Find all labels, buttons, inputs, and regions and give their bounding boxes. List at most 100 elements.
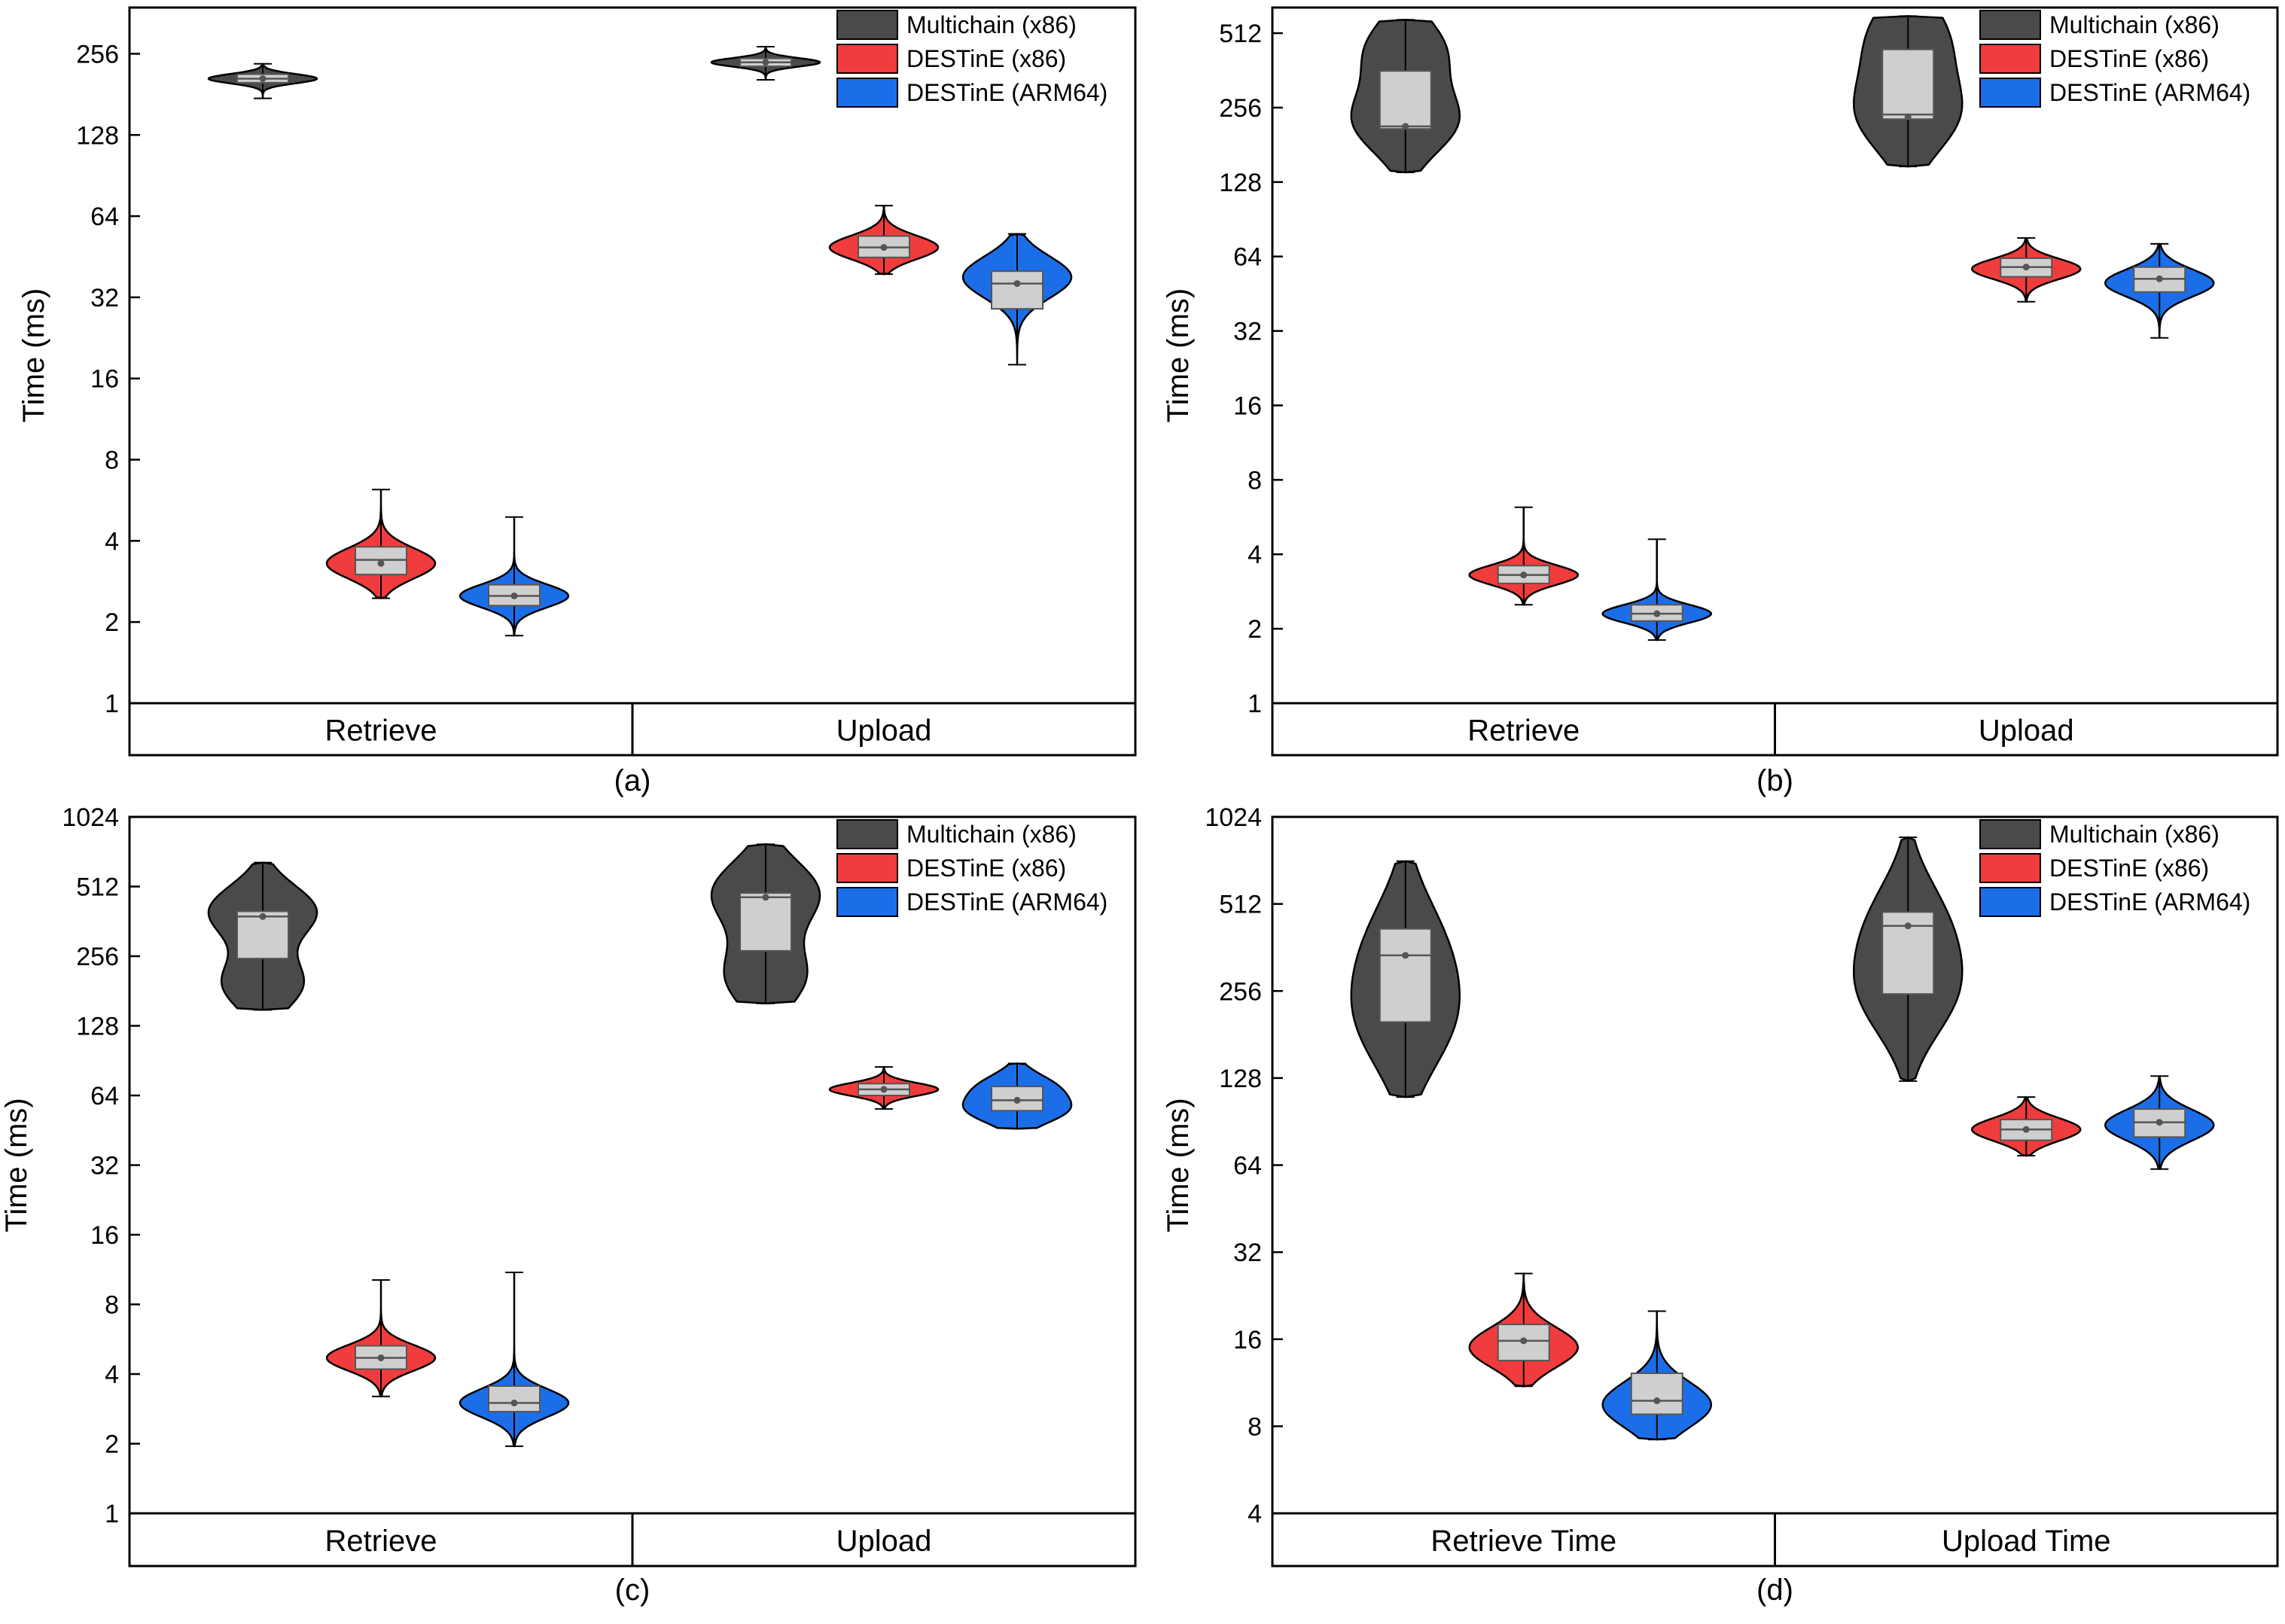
legend-swatch xyxy=(1979,44,2041,74)
y-axis-title: Time (ms) xyxy=(1162,1098,1195,1232)
y-tick-label: 2 xyxy=(105,1431,119,1459)
y-tick-label: 1 xyxy=(105,1500,119,1528)
panel-label: (b) xyxy=(1756,764,1793,797)
y-tick-label: 64 xyxy=(1233,1152,1262,1181)
mean-point xyxy=(2022,264,2030,271)
iqr-box xyxy=(488,1385,541,1413)
legend-label: Multichain (x86) xyxy=(906,821,1077,848)
mean-point xyxy=(510,592,518,599)
y-tick-label: 32 xyxy=(90,284,119,312)
legend-swatch xyxy=(836,853,898,883)
category-label: Upload Time xyxy=(1942,1525,2111,1558)
mean-point xyxy=(1904,922,1912,930)
legend-swatch xyxy=(836,44,898,74)
legend-label: DESTinE (ARM64) xyxy=(906,888,1107,916)
legend-swatch xyxy=(1979,853,2041,883)
legend: Multichain (x86) DESTinE (x86) DESTinE (AR… xyxy=(1979,819,2250,917)
plot-frame xyxy=(128,6,1137,757)
y-tick-label: 512 xyxy=(76,873,119,902)
legend-label: DESTinE (x86) xyxy=(2049,855,2209,882)
legend-label: DESTinE (ARM64) xyxy=(2049,888,2250,916)
chart-panel-1: 1 2 4 8 16 32 64 128 256 Time (ms) Retrieve Upload (… xyxy=(17,6,1137,797)
category-label: Retrieve xyxy=(325,1525,437,1558)
y-tick-label: 16 xyxy=(90,365,119,394)
mean-point xyxy=(1402,123,1409,130)
y-tick-label: 1024 xyxy=(1205,803,1262,832)
y-tick-label: 4 xyxy=(1248,1500,1262,1528)
y-tick-label: 2 xyxy=(1248,615,1262,644)
mean-point xyxy=(2022,1126,2030,1133)
y-tick-label: 4 xyxy=(105,1360,119,1389)
mean-point xyxy=(1653,1397,1661,1405)
legend-swatch xyxy=(836,10,898,40)
y-axis-title: Time (ms) xyxy=(1162,288,1195,422)
category-label: Retrieve Time xyxy=(1430,1525,1616,1558)
category-label: Upload xyxy=(1979,714,2074,748)
iqr-box xyxy=(1881,48,1935,120)
legend-swatch xyxy=(836,819,898,849)
mean-point xyxy=(762,894,769,901)
y-tick-label: 128 xyxy=(1219,1065,1262,1093)
category-label: Retrieve xyxy=(1467,714,1580,748)
y-axis-title: Time (ms) xyxy=(0,1098,33,1232)
mean-point xyxy=(2156,275,2163,282)
y-tick-label: 4 xyxy=(1248,541,1262,569)
y-tick-label: 32 xyxy=(1233,318,1262,346)
panel-label: (a) xyxy=(614,764,651,797)
chart-panel-2: 1 2 4 8 16 32 64 128 256 512 Time (ms) Retrieve Uplo… xyxy=(1162,6,2279,797)
mean-point xyxy=(1402,952,1409,959)
y-tick-label: 32 xyxy=(90,1152,119,1181)
mean-point xyxy=(259,75,267,82)
y-tick-label: 4 xyxy=(105,527,119,556)
chart-panel-4: 4 8 16 32 64 128 256 512 1024 Time (ms) Retrieve T… xyxy=(1162,803,2279,1607)
legend-swatch xyxy=(1979,887,2041,917)
legend-swatch xyxy=(1979,10,2041,40)
y-tick-label: 16 xyxy=(1233,392,1262,420)
category-label: Upload xyxy=(836,714,932,748)
y-tick-label: 1 xyxy=(1248,690,1262,718)
legend-label: DESTinE (ARM64) xyxy=(2049,79,2250,106)
iqr-box xyxy=(1379,928,1432,1023)
y-tick-label: 16 xyxy=(1233,1326,1262,1354)
y-tick-label: 128 xyxy=(76,121,119,150)
mean-point xyxy=(1013,280,1021,288)
y-tick-label: 512 xyxy=(1219,20,1262,48)
y-tick-label: 16 xyxy=(90,1221,119,1250)
y-tick-label: 8 xyxy=(1248,466,1262,495)
mean-point xyxy=(377,559,385,567)
y-axis-title: Time (ms) xyxy=(17,288,50,422)
legend-label: DESTinE (ARM64) xyxy=(906,79,1107,106)
y-tick-label: 256 xyxy=(76,943,119,971)
y-tick-label: 128 xyxy=(76,1013,119,1041)
legend-label: DESTinE (x86) xyxy=(2049,45,2209,72)
y-tick-label: 256 xyxy=(1219,94,1262,123)
mean-point xyxy=(1904,113,1912,120)
iqr-box xyxy=(1630,1372,1683,1415)
panel-label: (c) xyxy=(615,1574,650,1607)
legend-label: DESTinE (x86) xyxy=(906,45,1066,72)
chart-panel-3: 1 2 4 8 16 32 64 128 256 512 1024 Time (ms) Retrieve… xyxy=(0,803,1137,1607)
y-tick-label: 128 xyxy=(1219,169,1262,197)
y-tick-label: 1 xyxy=(105,690,119,718)
legend-label: Multichain (x86) xyxy=(2049,821,2219,848)
mean-point xyxy=(880,1086,888,1093)
mean-point xyxy=(1013,1096,1021,1104)
legend-label: Multichain (x86) xyxy=(906,11,1077,38)
legend: Multichain (x86) DESTinE (x86) DESTinE (AR… xyxy=(836,819,1107,917)
panel-label: (d) xyxy=(1756,1574,1793,1607)
mean-point xyxy=(510,1399,518,1406)
mean-point xyxy=(377,1354,385,1361)
y-tick-label: 256 xyxy=(76,40,119,69)
y-tick-label: 64 xyxy=(90,1082,119,1111)
category-label: Upload xyxy=(836,1525,932,1558)
mean-point xyxy=(1653,610,1661,617)
y-tick-label: 64 xyxy=(1233,243,1262,272)
mean-point xyxy=(1520,1337,1528,1345)
mean-point xyxy=(259,913,267,920)
category-label: Retrieve xyxy=(325,714,437,748)
y-tick-label: 2 xyxy=(105,608,119,637)
mean-point xyxy=(762,59,769,66)
legend-swatch xyxy=(1979,78,2041,108)
mean-point xyxy=(1520,571,1528,579)
y-tick-label: 8 xyxy=(105,446,119,475)
